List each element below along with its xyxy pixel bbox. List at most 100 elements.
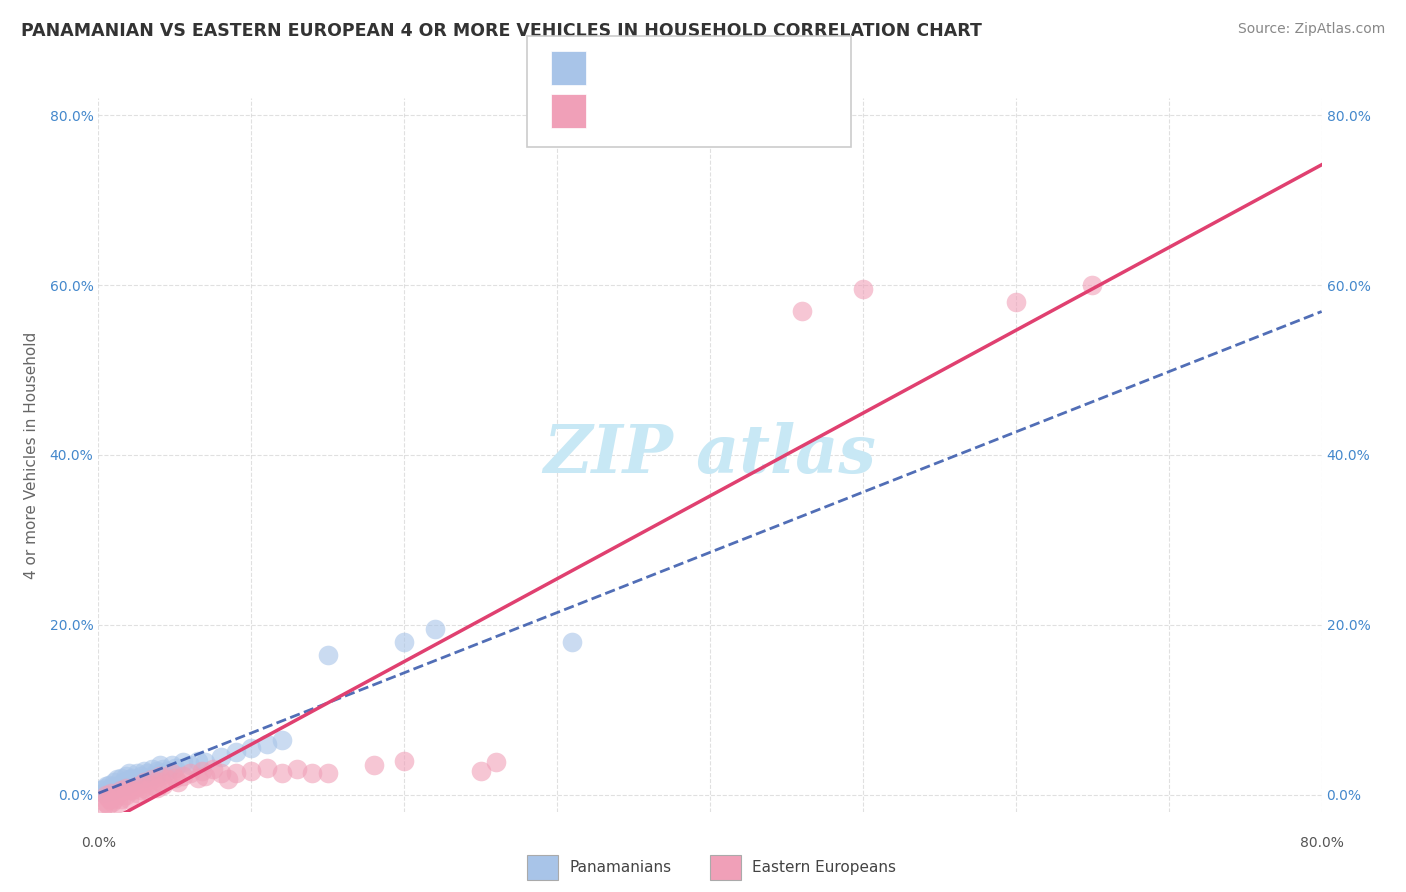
Text: R = 0.514   N = 52: R = 0.514 N = 52 [600,59,770,77]
Point [187,754,209,768]
Point [423,622,446,636]
Point [160,758,183,772]
Point [118,772,141,787]
Text: ZIP atlas: ZIP atlas [544,423,876,487]
Point [363,758,385,772]
Point [392,754,416,768]
Text: 0.0%: 0.0% [82,836,115,850]
Point [111,775,134,789]
Point [392,635,416,649]
Point [125,779,148,793]
Point [145,780,167,795]
Point [149,766,172,780]
Point [115,778,138,792]
Text: 80.0%: 80.0% [1299,836,1344,850]
Point [115,788,138,802]
Point [852,282,875,296]
Point [225,745,247,759]
Point [136,783,159,797]
Point [101,795,124,809]
Point [202,762,225,776]
Point [790,303,813,318]
Point [270,766,292,780]
Point [1004,295,1026,310]
Point [94,788,117,802]
Point [97,782,120,797]
Point [316,648,339,662]
Point [163,771,186,785]
Text: PANAMANIAN VS EASTERN EUROPEAN 4 OR MORE VEHICLES IN HOUSEHOLD CORRELATION CHART: PANAMANIAN VS EASTERN EUROPEAN 4 OR MORE… [21,22,981,40]
Point [90,783,112,797]
Point [91,786,114,800]
Point [93,795,115,809]
Point [179,758,201,772]
Point [110,783,132,797]
Point [270,732,292,747]
Point [98,778,121,792]
Point [172,756,194,770]
Point [217,772,239,787]
Point [141,772,163,787]
Point [134,771,156,785]
Point [94,785,117,799]
Point [134,775,156,789]
Point [121,775,143,789]
Point [103,775,125,789]
Point [485,756,508,770]
Point [107,796,129,810]
Point [110,771,132,785]
Point [115,769,138,783]
Point [98,784,121,798]
Point [187,771,209,785]
Point [470,764,492,778]
Point [125,766,148,780]
Point [179,766,201,780]
Point [172,769,194,783]
Point [134,780,156,795]
Point [149,769,172,783]
Point [115,780,138,795]
Point [105,780,128,795]
Point [163,760,186,774]
Point [141,778,163,792]
Point [100,786,122,800]
Point [110,792,132,806]
Point [561,635,583,649]
Point [103,792,125,806]
Point [301,766,323,780]
Point [125,786,148,800]
Point [121,783,143,797]
Point [93,780,115,795]
Point [156,764,179,778]
Point [194,756,217,770]
Point [105,788,128,802]
Point [100,780,122,795]
Point [240,741,263,756]
Point [209,766,232,780]
Text: Panamanians: Panamanians [569,860,672,874]
Point [103,779,125,793]
Point [149,758,172,772]
Point [285,762,308,776]
Point [156,772,179,787]
Point [191,764,214,778]
Point [94,779,117,793]
Point [118,792,141,806]
Point [91,800,114,814]
Point [152,778,174,792]
Point [256,760,278,774]
Point [129,783,152,797]
Point [98,792,121,806]
Point [118,766,141,780]
Point [125,772,148,787]
Point [110,779,132,793]
Point [167,775,190,789]
Point [1081,278,1104,293]
Point [145,764,167,778]
Point [108,778,131,792]
Point [105,772,128,787]
Point [160,766,183,780]
Point [225,766,247,780]
Point [141,762,163,776]
Point [316,766,339,780]
